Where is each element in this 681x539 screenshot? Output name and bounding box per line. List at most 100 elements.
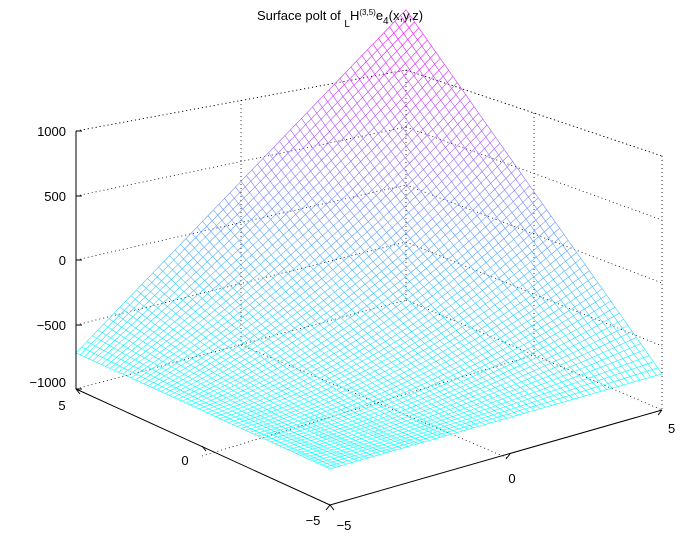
mesh-line xyxy=(476,417,483,421)
mesh-line xyxy=(366,436,372,440)
mesh-line xyxy=(185,338,191,343)
mesh-line xyxy=(315,320,320,325)
mesh-line xyxy=(428,410,435,414)
mesh-line xyxy=(312,447,319,450)
mesh-line xyxy=(176,304,182,310)
mesh-line xyxy=(291,244,297,251)
mesh-line xyxy=(348,325,354,330)
mesh-line xyxy=(446,399,453,403)
mesh-line xyxy=(279,181,285,188)
mesh-line xyxy=(458,412,464,415)
mesh-line xyxy=(314,259,319,265)
mesh-line xyxy=(223,390,228,394)
mesh-line xyxy=(367,297,373,303)
mesh-line xyxy=(555,255,562,261)
mesh-line xyxy=(325,250,331,256)
mesh-line xyxy=(582,377,589,381)
mesh-line xyxy=(566,324,573,328)
mesh-line xyxy=(278,418,285,421)
mesh-line xyxy=(447,431,452,435)
mesh-line xyxy=(246,291,252,297)
mesh-line xyxy=(344,375,349,380)
mesh-line xyxy=(240,296,246,301)
mesh-line xyxy=(428,412,434,416)
mesh-line xyxy=(353,416,359,420)
mesh-line xyxy=(471,353,477,358)
mesh-line xyxy=(443,374,448,379)
mesh-line xyxy=(207,393,213,396)
mesh-line xyxy=(296,282,302,288)
mesh-line xyxy=(355,425,361,428)
mesh-line xyxy=(497,349,503,353)
mesh-line xyxy=(272,338,279,343)
mesh-line xyxy=(397,252,404,258)
mesh-line xyxy=(469,363,476,368)
mesh-line xyxy=(447,377,452,382)
mesh-line xyxy=(537,242,544,248)
grid-z-right-0 xyxy=(405,184,663,284)
mesh-line xyxy=(592,354,598,358)
mesh-line xyxy=(372,379,378,384)
mesh-line xyxy=(245,395,252,399)
mesh-line xyxy=(245,379,250,383)
mesh-line xyxy=(345,387,352,391)
mesh-line xyxy=(358,431,364,434)
mesh-line xyxy=(258,273,264,279)
mesh-line xyxy=(416,295,423,300)
mesh-line xyxy=(368,444,374,447)
mesh-line xyxy=(537,319,543,323)
mesh-line xyxy=(205,271,211,276)
mesh-line xyxy=(549,303,556,308)
mesh-line xyxy=(396,404,401,408)
mesh-line xyxy=(256,374,261,378)
mesh-line xyxy=(286,393,291,397)
mesh-line xyxy=(282,435,288,438)
mesh-line xyxy=(289,416,294,420)
mesh-line xyxy=(393,348,399,353)
mesh-line xyxy=(467,414,473,418)
mesh-line xyxy=(239,362,244,366)
mesh-line xyxy=(549,333,556,338)
mesh-line xyxy=(474,388,480,392)
mesh-line xyxy=(281,424,288,427)
mesh-line xyxy=(520,255,527,261)
mesh-line xyxy=(247,365,254,369)
mesh-line xyxy=(275,352,280,357)
grid-floor-back-left xyxy=(75,299,407,390)
mesh-line xyxy=(469,339,475,344)
mesh-line xyxy=(412,432,417,436)
mesh-line xyxy=(334,430,339,433)
mesh-line xyxy=(415,228,422,234)
mesh-line xyxy=(160,289,165,295)
mesh-line xyxy=(479,226,486,232)
mesh-line xyxy=(543,306,550,312)
mesh-line xyxy=(337,328,344,333)
mesh-line xyxy=(380,275,387,281)
mesh-line xyxy=(414,390,421,394)
mesh-line xyxy=(484,407,491,410)
mesh-line xyxy=(370,437,377,440)
mesh-line xyxy=(249,419,254,422)
mesh-line xyxy=(150,291,155,296)
mesh-line xyxy=(331,366,337,370)
mesh-line xyxy=(498,412,503,416)
mesh-line xyxy=(290,286,296,292)
mesh-line xyxy=(401,362,406,367)
mesh-line xyxy=(435,406,441,410)
mesh-line xyxy=(588,311,595,315)
mesh-line xyxy=(279,398,285,402)
mesh-line xyxy=(262,158,268,165)
mesh-line xyxy=(381,297,388,303)
mesh-line xyxy=(352,418,358,422)
mesh-line xyxy=(364,427,370,430)
mesh-line xyxy=(160,319,166,324)
mesh-line xyxy=(347,458,354,462)
mesh-line xyxy=(305,441,310,445)
mesh-line xyxy=(467,209,474,216)
mesh-line xyxy=(266,439,271,443)
mesh-line xyxy=(341,309,347,314)
mesh-line xyxy=(358,414,364,418)
mesh-line xyxy=(617,384,624,387)
mesh-line xyxy=(195,383,202,387)
mesh-line xyxy=(391,302,397,308)
